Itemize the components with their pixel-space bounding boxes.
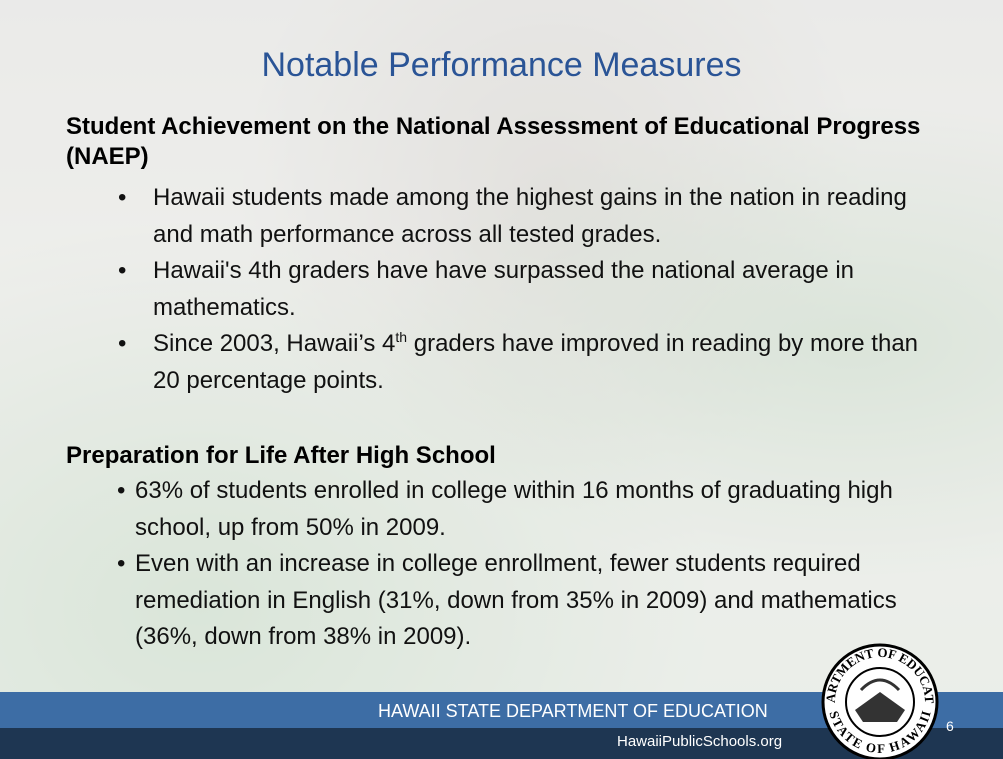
superscript: th — [395, 329, 408, 345]
section-heading: Student Achievement on the National Asse… — [66, 113, 921, 170]
bullet-text: graders have improved in reading by more… — [153, 330, 919, 394]
bullet: Even with an increase in college enrollm… — [117, 546, 937, 656]
seal: DEPARTMENT OF EDUCATION STATE OF HAWAII — [817, 640, 939, 759]
seal-emblem — [859, 678, 901, 692]
page-number: 6 — [946, 718, 954, 734]
bullet: Hawaii students made among the highest g… — [118, 180, 938, 253]
bullet-list: 63% of students enrolled in college with… — [117, 473, 937, 656]
bullet-list: Hawaii students made among the highest g… — [118, 180, 938, 399]
footer-url: HawaiiPublicSchools.org — [617, 733, 783, 750]
slide-title: Notable Performance Measures — [261, 46, 742, 84]
section-heading: Preparation for Life After High School — [66, 442, 496, 469]
footer-org: HAWAII STATE DEPARTMENT OF EDUCATION — [378, 701, 768, 721]
bullet: Hawaii's 4th graders have have surpassed… — [118, 253, 938, 326]
bullet: Since 2003, Hawaii’s 4th graders have im… — [118, 326, 938, 399]
bullet: 63% of students enrolled in college with… — [117, 473, 937, 546]
seal-emblem — [855, 692, 905, 722]
bullet-text: Since 2003, Hawaii’s 4 — [153, 330, 396, 357]
